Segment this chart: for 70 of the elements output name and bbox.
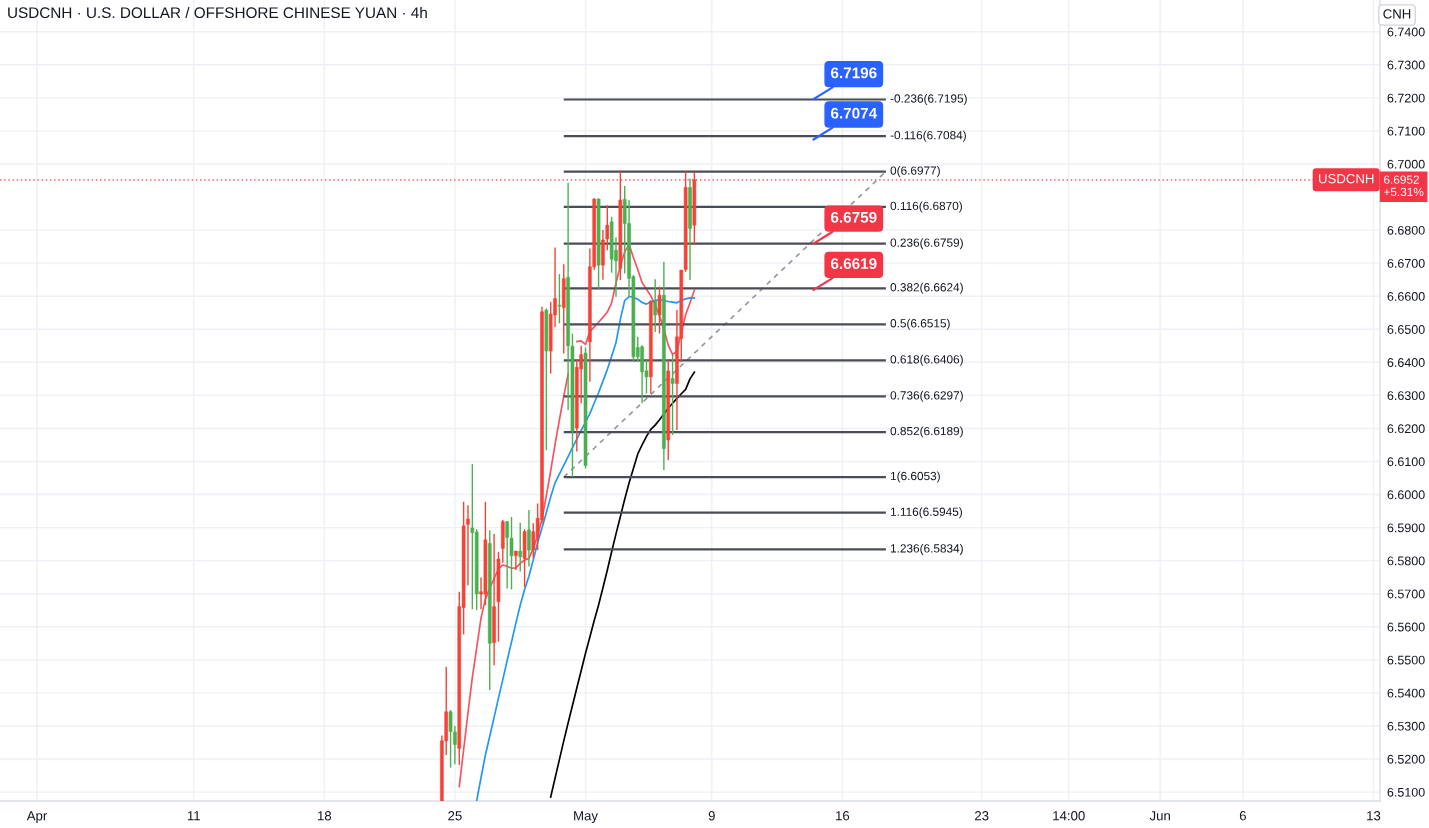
candlestick <box>470 463 475 610</box>
ref-line-label: 0(6.6977) <box>890 166 940 178</box>
x-tick-label: Apr <box>26 811 48 824</box>
candlestick <box>657 285 662 335</box>
ref-line-label: 0.116(6.6870) <box>890 201 962 213</box>
ref-line-label: 1.236(6.5834) <box>890 543 963 555</box>
ref-line-label: 1.116(6.5945) <box>890 507 962 519</box>
candlestick <box>509 516 514 591</box>
y-tick-label: 6.6500 <box>1387 325 1425 334</box>
chart-title: USDCNH · U.S. DOLLAR / OFFSHORE CHINESE YUAN · 4h <box>8 6 427 19</box>
y-tick-label: 6.6400 <box>1387 358 1425 367</box>
candlestick <box>557 273 562 325</box>
x-tick-label: 25 <box>448 811 462 821</box>
y-tick-label: 6.7000 <box>1387 159 1425 169</box>
y-tick-label: 6.6700 <box>1387 258 1425 268</box>
y-tick-label: 6.5600 <box>1387 622 1425 632</box>
x-tick-label: 9 <box>708 811 715 821</box>
x-tick-label: 18 <box>317 811 332 821</box>
ref-line-label: -0.236(6.7195) <box>890 94 967 105</box>
y-tick-label: 6.6100 <box>1387 457 1425 467</box>
y-tick-label: 6.5700 <box>1387 589 1425 599</box>
candlestick <box>448 709 453 769</box>
annotation: 6.7074 <box>830 107 878 119</box>
y-tick-label: 6.5100 <box>1387 787 1425 797</box>
x-tick-label: 13 <box>1367 811 1381 821</box>
line-series <box>475 295 696 801</box>
text: +5.31% <box>1384 187 1424 197</box>
annotation: 6.7196 <box>830 67 877 79</box>
y-tick-label: 6.6600 <box>1387 292 1425 301</box>
ref-line-label: 0.5(6.6515) <box>890 318 950 330</box>
candlestick <box>670 354 675 436</box>
ref-line-label: 0.736(6.6297) <box>890 390 963 402</box>
annotation: 6.6759 <box>830 211 877 223</box>
x-tick-label: 6 <box>1239 811 1246 821</box>
candlestick <box>527 509 531 568</box>
x-tick-label: 16 <box>836 811 850 821</box>
candlestick <box>531 522 536 560</box>
y-tick-label: 6.5300 <box>1387 721 1425 731</box>
x-tick-label: May <box>574 811 598 824</box>
y-tick-label: 6.6300 <box>1387 391 1425 401</box>
text: 6.6952 <box>1384 175 1419 184</box>
ref-line-label: 0.236(6.6759) <box>890 238 963 250</box>
annotation: 6.6619 <box>830 258 877 270</box>
ref-line-label: USDCNH <box>1319 174 1374 184</box>
y-tick-label: 6.7100 <box>1387 126 1425 136</box>
y-tick-label: 6.6200 <box>1387 424 1425 434</box>
y-axis-title: CNH <box>1383 9 1411 19</box>
x-tick-label: 11 <box>187 811 200 821</box>
y-tick-label: 6.7200 <box>1387 93 1425 103</box>
y-tick-label: 6.5500 <box>1387 655 1425 665</box>
candlestick <box>653 278 657 333</box>
candlestick <box>514 550 518 571</box>
y-tick-label: 6.5800 <box>1387 556 1425 566</box>
ref-line-label: 0.382(6.6624) <box>890 282 963 294</box>
x-tick-label: 14:00 <box>1053 811 1085 821</box>
y-tick-label: 6.5900 <box>1387 523 1425 533</box>
y-tick-label: 6.5400 <box>1387 688 1425 698</box>
y-tick-label: 6.5200 <box>1387 754 1425 764</box>
x-tick-label: 23 <box>975 811 989 821</box>
y-tick-label: 6.7300 <box>1387 60 1425 70</box>
line-series <box>549 371 696 798</box>
y-tick-label: 6.6800 <box>1387 225 1425 235</box>
ref-line-label: -0.116(6.7084) <box>890 130 966 142</box>
ref-line-label: 0.618(6.6406) <box>890 354 963 366</box>
ref-line-label: 0.852(6.6189) <box>890 426 963 438</box>
ref-line-label: 1(6.6053) <box>890 471 940 483</box>
y-tick-label: 6.7400 <box>1387 27 1425 37</box>
y-tick-label: 6.6000 <box>1387 490 1425 500</box>
candlestick <box>518 521 523 573</box>
x-tick-label: Jun <box>1149 811 1170 821</box>
